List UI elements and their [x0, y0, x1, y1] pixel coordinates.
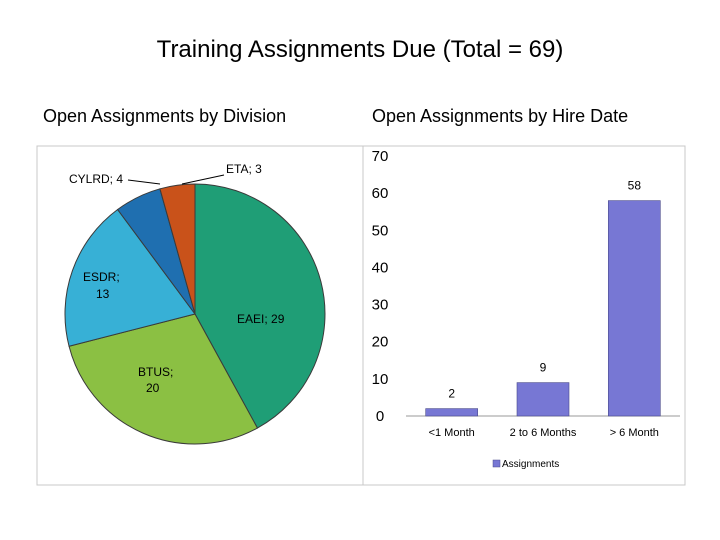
- legend-label: Assignments: [502, 459, 559, 470]
- leader-line-eta: [181, 174, 225, 185]
- pie-label-eaei: EAEI; 29: [237, 312, 285, 326]
- y-tick-label: 40: [372, 259, 389, 276]
- bar-data-label: 2: [448, 387, 455, 401]
- bar-2: [607, 200, 661, 417]
- y-tick-label: 30: [372, 297, 389, 314]
- y-tick-label: 70: [372, 148, 389, 165]
- page-title: Training Assignments Due (Total = 69): [156, 36, 564, 63]
- bar-0: [425, 408, 479, 417]
- legend-swatch: [492, 459, 501, 468]
- pie-label-btus: BTUS; 20: [138, 365, 173, 395]
- x-category-label: 2 to 6 Months: [510, 427, 577, 439]
- pie-slice-btus: [68, 313, 259, 445]
- bar-data-label: 58: [628, 179, 642, 193]
- y-tick-label: 0: [376, 408, 384, 425]
- x-category-label: <1 Month: [429, 427, 475, 439]
- pie-label-esdr: ESDR; 13: [83, 270, 120, 301]
- y-tick-label: 10: [372, 371, 389, 388]
- pie-slice-esdr: [64, 208, 196, 347]
- y-tick-label: 60: [372, 185, 389, 202]
- pie-label-cylrd: CYLRD; 4: [69, 172, 123, 186]
- pie-slice-eta: [159, 183, 196, 315]
- bar-1: [516, 382, 570, 417]
- pie-label-eta: ETA; 3: [226, 162, 262, 176]
- bar-chart-title: Open Assignments by Hire Date: [372, 106, 629, 126]
- pie-chart-title: Open Assignments by Division: [43, 106, 287, 126]
- bar-chart-frame: [362, 145, 686, 486]
- bar-data-label: 9: [540, 361, 547, 375]
- pie-slice-eaei: [194, 183, 326, 429]
- y-tick-label: 50: [372, 222, 389, 239]
- y-tick-label: 20: [372, 334, 389, 351]
- x-category-label: > 6 Month: [610, 427, 659, 439]
- leader-line-cylrd: [127, 179, 161, 185]
